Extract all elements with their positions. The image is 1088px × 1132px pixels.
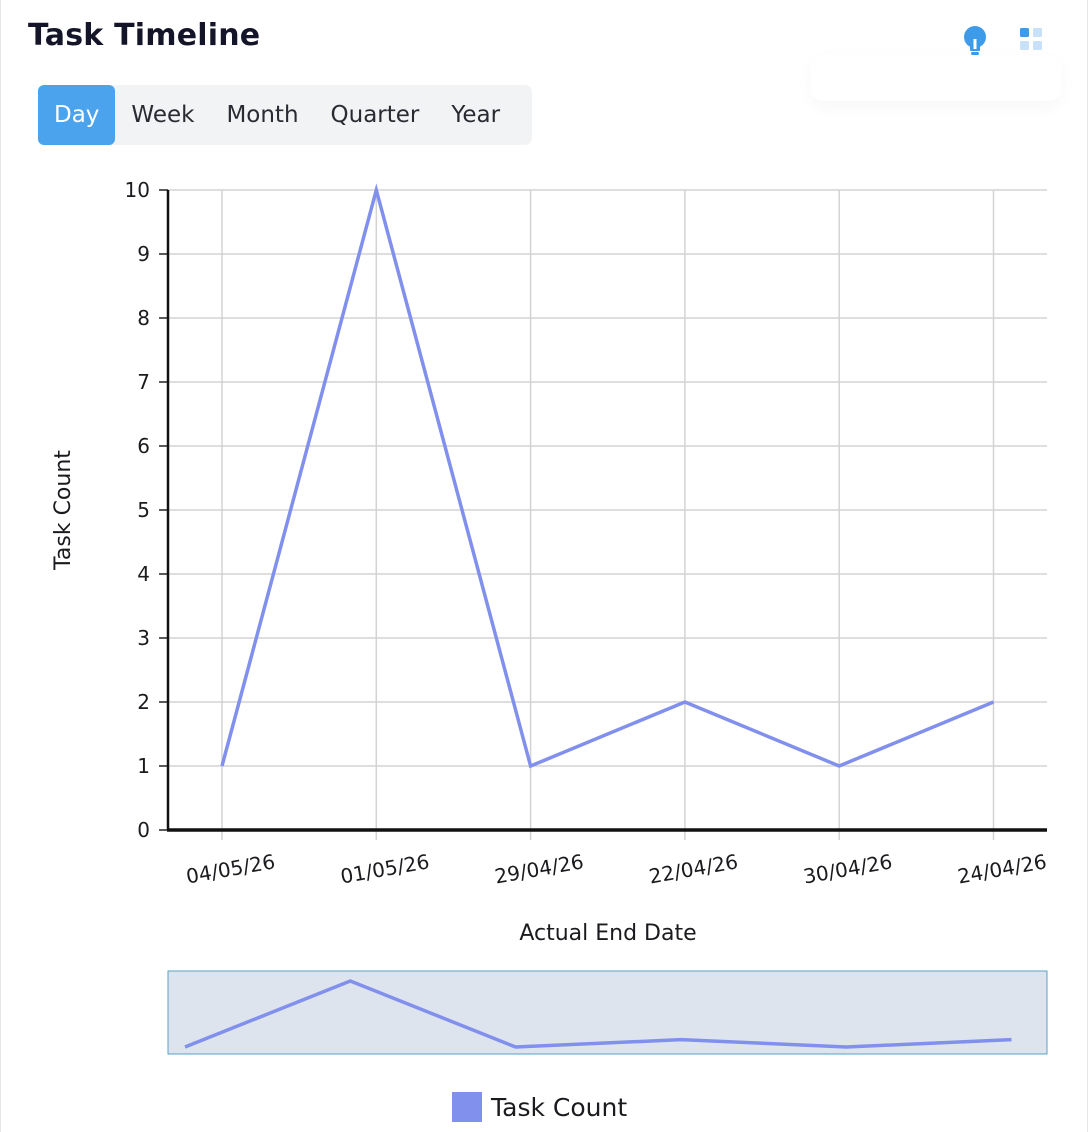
series-line-task-count[interactable] [220,183,995,769]
y-tick-label: 10 [125,178,150,202]
legend-item-task-count[interactable]: Task Count [452,1092,627,1122]
x-tick-label: 04/05/26 [184,849,277,888]
data-point[interactable] [681,698,689,706]
x-tick-labels: 04/05/26 01/05/26 29/04/26 22/04/26 30/04/26… [184,849,1048,888]
x-tick-label: 01/05/26 [339,849,432,888]
period-tabs: Day Week Month Quarter Year [38,85,533,145]
data-point[interactable] [372,186,380,194]
y-tick-label: 1 [137,754,150,778]
y-tick-label: 3 [137,626,150,650]
x-tick-label: 30/04/26 [801,849,894,888]
x-tick-label: 24/04/26 [956,849,1049,888]
x-axis-title: Actual End Date [519,921,696,946]
range-navigator[interactable] [167,970,1048,1055]
series-layer [218,183,998,770]
legend-label: Task Count [491,1092,628,1122]
tab-quarter[interactable]: Quarter [330,102,420,128]
y-tick-label: 5 [137,498,150,522]
tooltip-placeholder [811,55,1061,101]
y-tick-label: 8 [137,306,150,330]
tab-week[interactable]: Week [131,102,195,128]
data-point[interactable] [990,698,998,706]
chart-axes [159,189,1047,832]
tab-day[interactable]: Day [38,85,116,145]
chart-grid [168,189,1047,840]
tab-month[interactable]: Month [226,102,299,128]
data-point[interactable] [527,762,535,770]
y-tick-labels: 0 1 2 3 4 5 6 7 8 9 10 [125,178,150,842]
y-tick-label: 9 [137,242,150,266]
grid-icon[interactable] [1017,24,1045,56]
x-tick-label: 29/04/26 [493,849,586,888]
x-tick-label: 22/04/26 [647,849,740,888]
lightbulb-icon[interactable] [961,24,989,56]
chart-title: Task Timeline [28,18,261,53]
y-tick-label: 0 [137,818,150,842]
y-tick-label: 2 [137,690,150,714]
y-tick-label: 7 [137,370,150,394]
y-tick-label: 6 [137,434,150,458]
y-tick-label: 4 [137,562,150,586]
data-point[interactable] [218,762,226,770]
legend-swatch [452,1092,482,1122]
navigator-selection[interactable] [167,970,1048,1055]
y-axis-title: Task Count [51,450,76,571]
navigator-series-line [184,979,1012,1049]
data-point[interactable] [835,762,843,770]
tab-year[interactable]: Year [451,102,501,128]
